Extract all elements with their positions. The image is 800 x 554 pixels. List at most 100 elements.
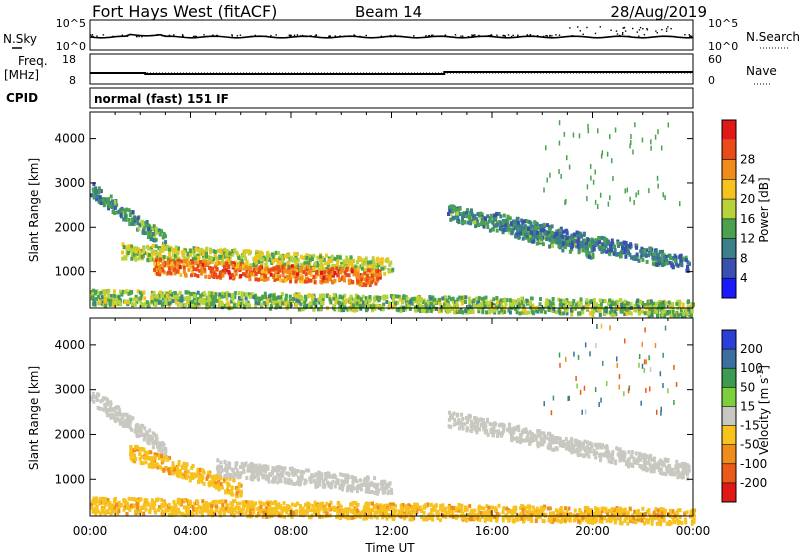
power-echo-cell xyxy=(627,244,631,249)
power-echo-cell xyxy=(182,265,186,270)
power-echo-cell xyxy=(460,295,464,300)
power-echo-cell xyxy=(669,314,673,319)
power-echo-cell xyxy=(674,262,678,267)
power-echo-cell xyxy=(574,244,578,249)
power-echo-cell xyxy=(620,302,624,307)
power-echo-cell xyxy=(457,220,461,225)
nsearch-point xyxy=(555,34,557,36)
power-echo-cell xyxy=(642,248,646,253)
power-echo-cell xyxy=(438,297,442,302)
power-echo-cell xyxy=(587,254,591,259)
power-echo-cell xyxy=(531,239,535,244)
power-echo-cell xyxy=(550,234,554,239)
power-echo-cell xyxy=(616,299,620,304)
power-echo-cell xyxy=(565,243,569,247)
power-echo-cell xyxy=(187,304,191,309)
power-echo-cell xyxy=(101,197,105,201)
power-echo-cell xyxy=(515,216,519,221)
power-echo-cell xyxy=(133,215,137,220)
power-echo-cell xyxy=(480,302,484,307)
velocity-echo-cell xyxy=(295,481,299,486)
power-echo-cell xyxy=(639,299,643,304)
velocity-echo-cell xyxy=(663,457,667,462)
power-echo-cell xyxy=(571,240,575,245)
power-echo-cell xyxy=(294,261,298,266)
power-echo-cell xyxy=(176,251,180,256)
power-echo-cell xyxy=(191,299,195,304)
power-echo-cell xyxy=(421,305,425,310)
power-echo-cell xyxy=(482,215,486,220)
velocity-echo-cell xyxy=(574,443,578,448)
power-echo-cell xyxy=(217,261,221,265)
power-echo-cell xyxy=(303,304,306,309)
velocity-echo-cell xyxy=(182,465,186,470)
power-echo-cell xyxy=(646,302,650,307)
velocity-echo-cell xyxy=(479,417,483,422)
power-echo-cell xyxy=(347,263,351,268)
power-echo-cell xyxy=(568,249,572,254)
power-echo-cell xyxy=(546,177,548,183)
power-echo-cell xyxy=(309,273,313,277)
power-echo-cell xyxy=(435,307,438,311)
power-echo-cell xyxy=(624,188,627,194)
power-echo-cell xyxy=(249,266,253,271)
velocity-echo-cell xyxy=(237,473,241,478)
velocity-echo-cell xyxy=(144,430,148,435)
power-echo-cell xyxy=(234,272,238,277)
velocity-echo-cell xyxy=(220,468,224,473)
power-echo-cell xyxy=(161,248,165,253)
power-echo-cell xyxy=(625,311,629,316)
power-echo-cell xyxy=(130,254,134,258)
power-echo-cell xyxy=(492,224,496,229)
power-echo-cell xyxy=(613,251,616,256)
velocity-echo-cell xyxy=(474,428,478,432)
velocity-echo-cell xyxy=(217,470,221,475)
velocity-echo-cell xyxy=(631,463,635,468)
power-echo-cell xyxy=(416,304,419,309)
power-echo-cell xyxy=(127,291,131,296)
power-echo-cell xyxy=(158,253,162,258)
power-echo-cell xyxy=(649,299,653,304)
power-echo-cell xyxy=(542,222,546,227)
power-echo-cell xyxy=(521,231,525,236)
power-echo-cell xyxy=(461,217,465,222)
power-echo-cell xyxy=(264,274,267,279)
power-echo-cell xyxy=(323,261,327,266)
nsearch-point xyxy=(558,34,561,36)
power-echo-cell xyxy=(389,294,393,298)
velocity-echo-cell xyxy=(686,476,690,481)
freq-strip-frame xyxy=(89,53,694,85)
velocity-echo-cell xyxy=(535,435,539,440)
power-echo-cell xyxy=(356,299,360,304)
power-echo-cell xyxy=(684,258,688,263)
velocity-echo-cell xyxy=(687,468,691,473)
power-echo-cell xyxy=(589,255,593,260)
power-echo-cell xyxy=(606,239,610,244)
velocity-echo-cell xyxy=(150,460,154,465)
nsearch-point xyxy=(250,35,252,37)
power-echo-cell xyxy=(254,272,258,277)
power-echo-cell xyxy=(255,253,259,258)
power-echo-cell xyxy=(201,257,205,262)
velocity-echo-cell xyxy=(642,458,646,463)
power-echo-cell xyxy=(415,298,419,303)
power-echo-cell xyxy=(312,307,316,312)
power-echo-cell xyxy=(180,303,184,308)
power-echo-cell xyxy=(560,231,564,236)
velocity-echo-cell xyxy=(454,421,458,426)
power-echo-cell xyxy=(358,282,362,287)
power-echo-cell xyxy=(420,298,424,302)
power-echo-cell xyxy=(630,255,634,260)
velocity-echo-cell xyxy=(564,437,568,442)
power-echo-cell xyxy=(516,232,520,237)
power-echo-cell xyxy=(519,231,522,236)
velocity-echo-cell xyxy=(162,467,166,472)
power-echo-cell xyxy=(287,266,291,271)
power-echo-cell xyxy=(487,310,491,315)
velocity-echo-cell xyxy=(553,436,557,440)
velocity-echo-cell xyxy=(143,450,147,455)
velocity-echo-cell xyxy=(512,436,516,441)
power-echo-cell xyxy=(196,253,200,258)
velocity-echo-cell xyxy=(167,467,171,472)
